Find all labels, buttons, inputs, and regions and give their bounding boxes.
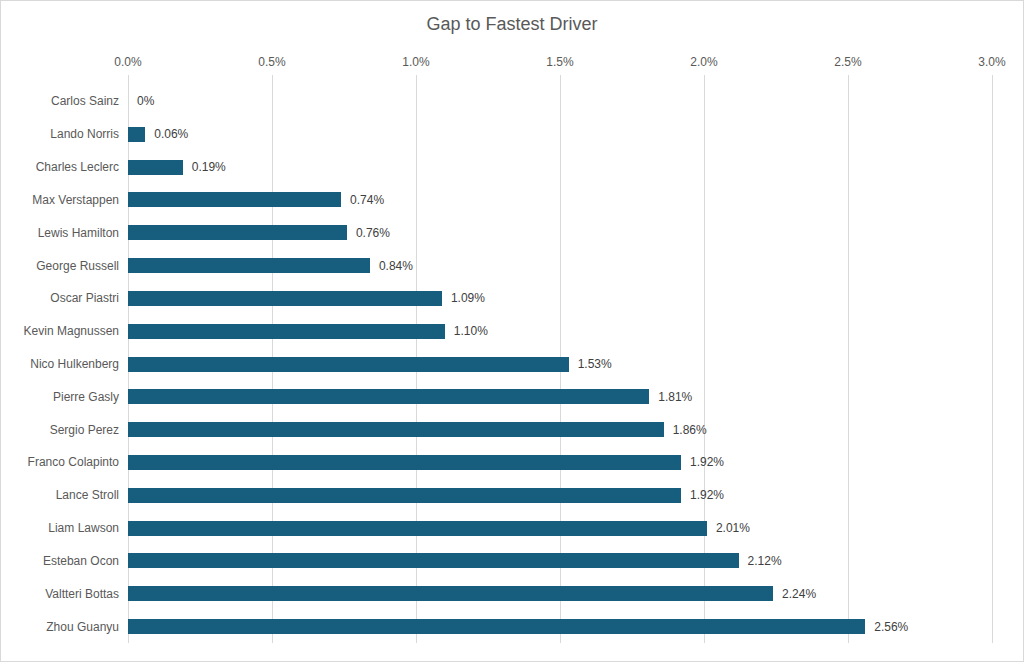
bar-value-label: 1.92% [690, 454, 724, 470]
bar-value-label: 0.19% [192, 159, 226, 175]
category-label: Valtteri Bottas [1, 586, 119, 602]
bar-value-label: 0.84% [379, 258, 413, 274]
category-label: Oscar Piastri [1, 290, 119, 306]
bar-value-label: 2.12% [748, 553, 782, 569]
category-label: Lewis Hamilton [1, 225, 119, 241]
bar [128, 389, 649, 404]
x-axis-tick-label: 0.0% [114, 55, 141, 69]
chart-canvas: Gap to Fastest Driver 0.0% 0.5% 1.0% 1.5% 2.… [0, 0, 1024, 662]
category-label: Lance Stroll [1, 487, 119, 503]
bar [128, 586, 773, 601]
bar-value-label: 0.06% [154, 126, 188, 142]
bar [128, 160, 183, 175]
x-axis-tick-label: 2.0% [690, 55, 717, 69]
bar-value-label: 1.86% [673, 422, 707, 438]
bar-value-label: 1.81% [658, 389, 692, 405]
bar-value-label: 2.24% [782, 586, 816, 602]
x-axis-tick-label: 2.5% [834, 55, 861, 69]
bar-value-label: 1.53% [578, 356, 612, 372]
category-label: Liam Lawson [1, 520, 119, 536]
category-label: Max Verstappen [1, 192, 119, 208]
bar-value-label: 2.01% [716, 520, 750, 536]
bar [128, 521, 707, 536]
bar-value-label: 0.76% [356, 225, 390, 241]
category-label: Pierre Gasly [1, 389, 119, 405]
bar-value-label: 1.92% [690, 487, 724, 503]
bar [128, 455, 681, 470]
category-label: Charles Leclerc [1, 159, 119, 175]
bar [128, 324, 445, 339]
bar [128, 553, 739, 568]
x-axis-tick-label: 0.5% [258, 55, 285, 69]
bar [128, 357, 569, 372]
chart-title: Gap to Fastest Driver [1, 14, 1023, 35]
x-axis-tick-mark [848, 75, 849, 85]
bar-value-label: 2.56% [874, 619, 908, 635]
bar-value-label: 0.74% [350, 192, 384, 208]
x-axis-tick-mark [560, 75, 561, 85]
bar [128, 291, 442, 306]
bar [128, 225, 347, 240]
x-axis-tick-mark [128, 75, 129, 85]
bar-value-label: 0% [137, 93, 154, 109]
x-axis-tick-mark [992, 75, 993, 85]
category-label: George Russell [1, 258, 119, 274]
x-axis-tick-label: 3.0% [978, 55, 1005, 69]
x-axis-tick-label: 1.5% [546, 55, 573, 69]
category-label: Esteban Ocon [1, 553, 119, 569]
gridline [848, 85, 849, 643]
x-axis-tick-mark [272, 75, 273, 85]
bar [128, 258, 370, 273]
gridline [992, 85, 993, 643]
bar [128, 192, 341, 207]
category-label: Zhou Guanyu [1, 619, 119, 635]
category-label: Kevin Magnussen [1, 323, 119, 339]
bar [128, 422, 664, 437]
bar [128, 619, 865, 634]
category-label: Nico Hulkenberg [1, 356, 119, 372]
x-axis-tick-mark [704, 75, 705, 85]
category-label: Carlos Sainz [1, 93, 119, 109]
bar-value-label: 1.10% [454, 323, 488, 339]
bar [128, 488, 681, 503]
category-label: Lando Norris [1, 126, 119, 142]
x-axis-tick-mark [416, 75, 417, 85]
category-label: Sergio Perez [1, 422, 119, 438]
bar [128, 127, 145, 142]
x-axis-tick-label: 1.0% [402, 55, 429, 69]
category-label: Franco Colapinto [1, 454, 119, 470]
bar-value-label: 1.09% [451, 290, 485, 306]
